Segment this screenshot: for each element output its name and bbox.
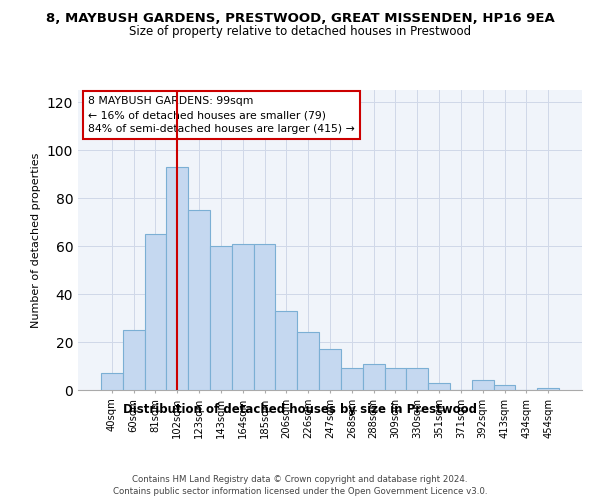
- Bar: [101, 373, 123, 390]
- Text: Size of property relative to detached houses in Prestwood: Size of property relative to detached ho…: [129, 25, 471, 38]
- Bar: [428, 383, 450, 390]
- Bar: [319, 349, 341, 390]
- Bar: [188, 210, 210, 390]
- Bar: [494, 385, 515, 390]
- Bar: [254, 244, 275, 390]
- Text: Contains HM Land Registry data © Crown copyright and database right 2024.
Contai: Contains HM Land Registry data © Crown c…: [113, 475, 487, 496]
- Bar: [166, 167, 188, 390]
- Text: 8, MAYBUSH GARDENS, PRESTWOOD, GREAT MISSENDEN, HP16 9EA: 8, MAYBUSH GARDENS, PRESTWOOD, GREAT MIS…: [46, 12, 554, 26]
- Bar: [472, 380, 494, 390]
- Bar: [145, 234, 166, 390]
- Bar: [341, 368, 363, 390]
- Text: Distribution of detached houses by size in Prestwood: Distribution of detached houses by size …: [123, 402, 477, 415]
- Bar: [406, 368, 428, 390]
- Text: 8 MAYBUSH GARDENS: 99sqm
← 16% of detached houses are smaller (79)
84% of semi-d: 8 MAYBUSH GARDENS: 99sqm ← 16% of detach…: [88, 96, 355, 134]
- Y-axis label: Number of detached properties: Number of detached properties: [31, 152, 41, 328]
- Bar: [297, 332, 319, 390]
- Bar: [232, 244, 254, 390]
- Bar: [363, 364, 385, 390]
- Bar: [385, 368, 406, 390]
- Bar: [123, 330, 145, 390]
- Bar: [275, 311, 297, 390]
- Bar: [210, 246, 232, 390]
- Bar: [537, 388, 559, 390]
